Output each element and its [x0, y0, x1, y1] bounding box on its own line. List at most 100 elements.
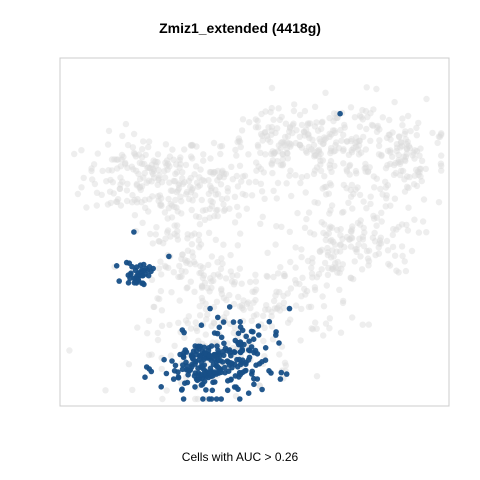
background-cell-point-180: [199, 176, 206, 184]
background-cell-point-4: [155, 167, 162, 174]
background-cell-point-811: [272, 292, 279, 299]
background-cell-point-1035: [210, 319, 218, 326]
background-cell-point-281: [279, 139, 286, 146]
background-cell-point-1111: [196, 213, 203, 221]
background-cell-point-862: [263, 302, 270, 309]
background-cell-point-863: [268, 308, 275, 316]
highlighted-cell-point-153: [230, 319, 237, 325]
background-cell-point-917: [223, 310, 230, 317]
background-cell-point-412: [257, 131, 265, 138]
background-cell-point-943: [170, 269, 177, 276]
highlighted-cell-point-60: [170, 376, 177, 382]
highlighted-cell-point-138: [161, 356, 167, 363]
background-cell-point-240: [173, 204, 180, 211]
background-cell-point-270: [211, 212, 218, 220]
background-cell-point-1079: [193, 327, 201, 335]
background-cell-point-795: [339, 261, 346, 268]
background-cell-point-680: [353, 246, 360, 253]
background-cell-point-214: [221, 206, 229, 213]
background-cell-point-312: [301, 107, 309, 115]
background-cell-point-646: [395, 133, 403, 140]
background-cell-point-1129: [168, 202, 176, 209]
background-cell-point-355: [281, 139, 288, 147]
background-cell-point-485: [356, 112, 364, 119]
background-cell-point-904: [252, 296, 259, 304]
background-cell-point-1110: [196, 221, 204, 228]
highlighted-cell-point-150: [180, 354, 187, 361]
background-cell-point-824: [265, 306, 272, 313]
background-cell-point-271: [198, 196, 205, 204]
background-cell-point-1097: [163, 387, 170, 394]
background-cell-point-535: [319, 118, 326, 126]
background-cell-point-667: [384, 147, 392, 155]
background-cell-point-598: [279, 162, 286, 169]
background-cell-point-528: [271, 149, 278, 157]
background-cell-point-686: [345, 236, 353, 243]
background-cell-point-527: [352, 167, 360, 175]
background-cell-point-338: [305, 132, 312, 139]
background-cell-point-871: [280, 292, 287, 300]
background-cell-point-770: [373, 222, 380, 229]
highlighted-cell-point-285: [123, 259, 130, 266]
background-cell-point-380: [275, 105, 282, 112]
background-cell-point-859: [235, 293, 242, 301]
background-cell-point-425: [392, 159, 399, 167]
highlighted-cell-point-129: [195, 365, 201, 372]
background-cell-point-462: [356, 123, 364, 130]
background-cell-point-100: [150, 165, 157, 173]
background-cell-point-264: [239, 190, 246, 198]
background-cell-point-504: [352, 140, 359, 147]
background-cell-point-295: [303, 172, 311, 180]
background-cell-point-44: [142, 151, 149, 159]
background-cell-point-331: [269, 157, 277, 164]
background-cell-point-1112: [155, 238, 162, 245]
background-cell-point-444: [273, 223, 280, 230]
background-cell-point-163: [107, 199, 115, 207]
background-cell-point-159: [74, 190, 82, 198]
background-cell-point-351: [264, 136, 272, 143]
background-cell-point-27: [172, 161, 180, 168]
background-cell-point-889: [304, 257, 312, 265]
background-cell-point-413: [326, 114, 333, 122]
background-cell-point-876: [260, 312, 267, 319]
background-cell-point-974: [196, 269, 203, 277]
background-cell-point-349: [320, 140, 327, 147]
background-cell-point-578: [340, 181, 347, 189]
background-cell-point-343: [303, 149, 310, 156]
background-cell-point-1068: [154, 336, 162, 344]
background-cell-point-499: [398, 139, 405, 146]
background-cell-point-502: [305, 209, 313, 216]
background-cell-point-400: [253, 167, 260, 174]
background-cell-point-516: [348, 181, 356, 189]
background-cell-point-941: [309, 274, 316, 281]
background-cell-point-220: [208, 202, 216, 210]
background-cell-point-971: [173, 232, 181, 239]
background-cell-point-665: [416, 152, 423, 159]
background-cell-point-709: [335, 265, 342, 272]
background-cell-point-1056: [231, 324, 238, 331]
background-cell-point-887: [365, 321, 372, 328]
background-cell-point-360: [317, 150, 324, 158]
background-cell-point-386: [314, 147, 321, 155]
background-cell-point-376: [277, 145, 284, 152]
background-cell-point-885: [280, 299, 288, 306]
highlighted-cell-point-176: [172, 362, 179, 369]
background-cell-point-812: [340, 297, 347, 305]
background-cell-point-61: [169, 146, 176, 153]
background-cell-point-41: [136, 183, 144, 191]
background-cell-point-668: [387, 160, 394, 168]
background-cell-point-1123: [174, 228, 181, 235]
background-cell-point-62: [187, 174, 194, 182]
background-cell-point-440: [384, 182, 391, 189]
background-cell-point-384: [332, 114, 339, 122]
background-cell-point-1104: [165, 205, 172, 212]
background-cell-point-416: [289, 122, 296, 129]
background-cell-point-282: [269, 148, 276, 155]
background-cell-point-419: [235, 135, 242, 142]
background-cell-point-689: [358, 266, 366, 273]
background-cell-point-745: [316, 247, 323, 255]
background-cell-point-864: [247, 278, 254, 286]
highlighted-cell-point-157: [179, 386, 185, 393]
background-cell-point-691: [329, 264, 336, 271]
background-cell-point-507: [358, 149, 365, 156]
